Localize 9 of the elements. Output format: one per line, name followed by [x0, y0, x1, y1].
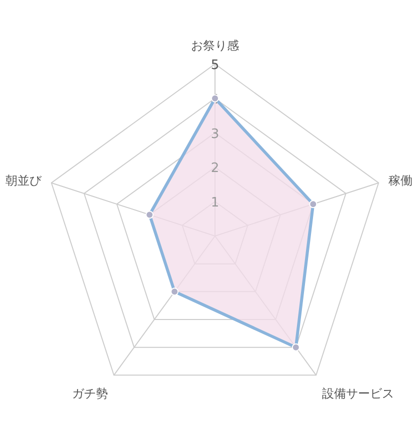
spoke-label: ガチ勢 [72, 386, 108, 400]
y-tick-label: 2 [210, 161, 220, 176]
y-tick-label: 1 [210, 196, 220, 211]
spoke-label: 稼働 [388, 174, 412, 188]
y-tick-label: 3 [210, 126, 220, 142]
spoke-label: 朝並び [6, 174, 43, 188]
spoke-label: 設備サービス [322, 386, 394, 400]
y-tick-label: 5 [210, 58, 220, 73]
spoke-label: お祭り感 [191, 38, 239, 53]
